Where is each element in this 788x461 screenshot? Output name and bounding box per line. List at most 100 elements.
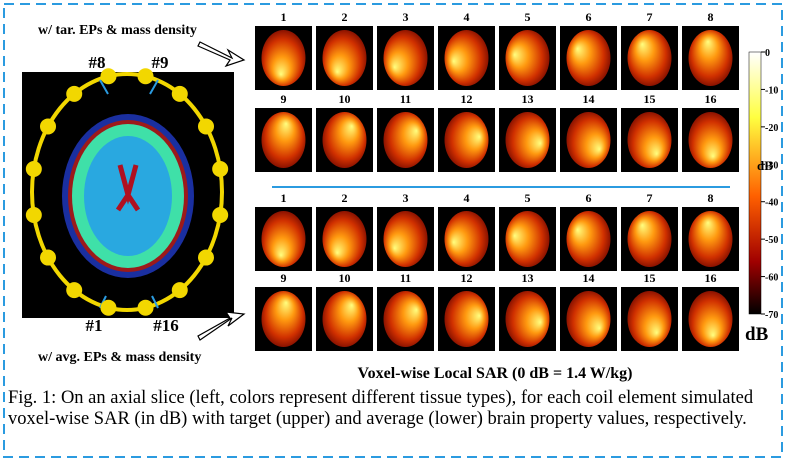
panel-number: 3 bbox=[403, 191, 409, 205]
panel-number: 7 bbox=[647, 10, 653, 24]
electrode bbox=[100, 68, 116, 84]
sar-map bbox=[323, 211, 367, 267]
colorbar-tick-label: -60 bbox=[765, 273, 778, 284]
sar-map bbox=[262, 291, 306, 347]
colorbar bbox=[749, 52, 761, 314]
panel-number: 8 bbox=[708, 10, 714, 24]
sar-map bbox=[567, 30, 611, 86]
electrode bbox=[26, 207, 42, 223]
sar-map bbox=[445, 211, 489, 267]
sar-map bbox=[445, 291, 489, 347]
panel-number: 13 bbox=[522, 92, 534, 106]
electrode bbox=[66, 282, 82, 298]
panel-number: 6 bbox=[586, 191, 592, 205]
sar-map bbox=[384, 112, 428, 168]
sar-map bbox=[262, 211, 306, 267]
sar-map bbox=[689, 112, 733, 168]
colorbar-tick-label: -40 bbox=[765, 198, 778, 209]
sar-map bbox=[384, 30, 428, 86]
sar-map bbox=[506, 291, 550, 347]
panel-number: 5 bbox=[525, 10, 531, 24]
electrode bbox=[172, 282, 188, 298]
sar-map bbox=[323, 30, 367, 86]
sar-map bbox=[323, 291, 367, 347]
electrode-label: #8 bbox=[89, 53, 106, 72]
sar-map bbox=[567, 211, 611, 267]
panel-number: 7 bbox=[647, 191, 653, 205]
electrode bbox=[40, 250, 56, 266]
colorbar-tick-label: -20 bbox=[765, 123, 778, 134]
panel-number: 11 bbox=[400, 271, 411, 285]
sar-map bbox=[323, 112, 367, 168]
panel-number: 9 bbox=[281, 271, 287, 285]
arrow bbox=[198, 42, 244, 66]
electrode bbox=[100, 300, 116, 316]
panel-number: 4 bbox=[464, 10, 470, 24]
upper-label: w/ tar. EPs & mass density bbox=[38, 23, 197, 38]
sar-title: Voxel-wise Local SAR (0 dB = 1.4 W/kg) bbox=[358, 365, 633, 382]
sar-map bbox=[262, 30, 306, 86]
caption: Fig. 1: On an axial slice (left, colors … bbox=[8, 388, 778, 430]
panel-number: 1 bbox=[281, 191, 287, 205]
panel-number: 16 bbox=[705, 92, 717, 106]
electrode bbox=[172, 86, 188, 102]
sar-map bbox=[628, 112, 672, 168]
panel-number: 6 bbox=[586, 10, 592, 24]
sar-map bbox=[689, 30, 733, 86]
panel-number: 15 bbox=[644, 92, 656, 106]
figure: #8 #9 #1 #16 w/ tar. EPs & mass density … bbox=[0, 0, 788, 461]
panel-number: 14 bbox=[583, 92, 595, 106]
panel-number: 5 bbox=[525, 191, 531, 205]
panel-number: 16 bbox=[705, 271, 717, 285]
panel-number: 9 bbox=[281, 92, 287, 106]
panel-number: 12 bbox=[461, 271, 473, 285]
electrode bbox=[198, 118, 214, 134]
sar-map bbox=[262, 112, 306, 168]
electrode bbox=[138, 300, 154, 316]
electrode-label: #9 bbox=[152, 53, 169, 72]
electrode bbox=[212, 161, 228, 177]
panel-number: 12 bbox=[461, 92, 473, 106]
colorbar-tick-label: -30 bbox=[765, 160, 778, 171]
sar-map bbox=[567, 291, 611, 347]
panel-number: 4 bbox=[464, 191, 470, 205]
panel-number: 10 bbox=[339, 92, 351, 106]
colorbar-tick-label: -70 bbox=[765, 310, 778, 321]
panel-number: 10 bbox=[339, 271, 351, 285]
colorbar-tick-label: -10 bbox=[765, 85, 778, 96]
electrode bbox=[198, 250, 214, 266]
sar-map bbox=[384, 211, 428, 267]
electrode bbox=[66, 86, 82, 102]
colorbar-unit-large: dB bbox=[745, 324, 769, 345]
sar-map bbox=[628, 211, 672, 267]
sar-map bbox=[506, 211, 550, 267]
sar-map bbox=[445, 112, 489, 168]
lower-label: w/ avg. EPs & mass density bbox=[38, 350, 201, 365]
electrode bbox=[26, 161, 42, 177]
sar-map bbox=[628, 30, 672, 86]
sar-map bbox=[689, 211, 733, 267]
panel-number: 15 bbox=[644, 271, 656, 285]
panel-number: 2 bbox=[342, 191, 348, 205]
sar-map bbox=[567, 112, 611, 168]
sar-map bbox=[628, 291, 672, 347]
panel-number: 1 bbox=[281, 10, 287, 24]
panel-number: 3 bbox=[403, 10, 409, 24]
sar-map bbox=[445, 30, 489, 86]
colorbar-tick-label: 0 bbox=[765, 48, 770, 59]
panel-number: 11 bbox=[400, 92, 411, 106]
sar-map bbox=[506, 112, 550, 168]
colorbar-tick-label: -50 bbox=[765, 235, 778, 246]
panel-number: 2 bbox=[342, 10, 348, 24]
sar-map bbox=[506, 30, 550, 86]
panel-number: 14 bbox=[583, 271, 595, 285]
electrode bbox=[40, 118, 56, 134]
panel-number: 13 bbox=[522, 271, 534, 285]
electrode bbox=[138, 68, 154, 84]
sar-map bbox=[689, 291, 733, 347]
electrode-label: #1 bbox=[86, 316, 103, 335]
sar-map bbox=[384, 291, 428, 347]
electrode bbox=[212, 207, 228, 223]
panel-number: 8 bbox=[708, 191, 714, 205]
electrode-label: #16 bbox=[153, 316, 179, 335]
